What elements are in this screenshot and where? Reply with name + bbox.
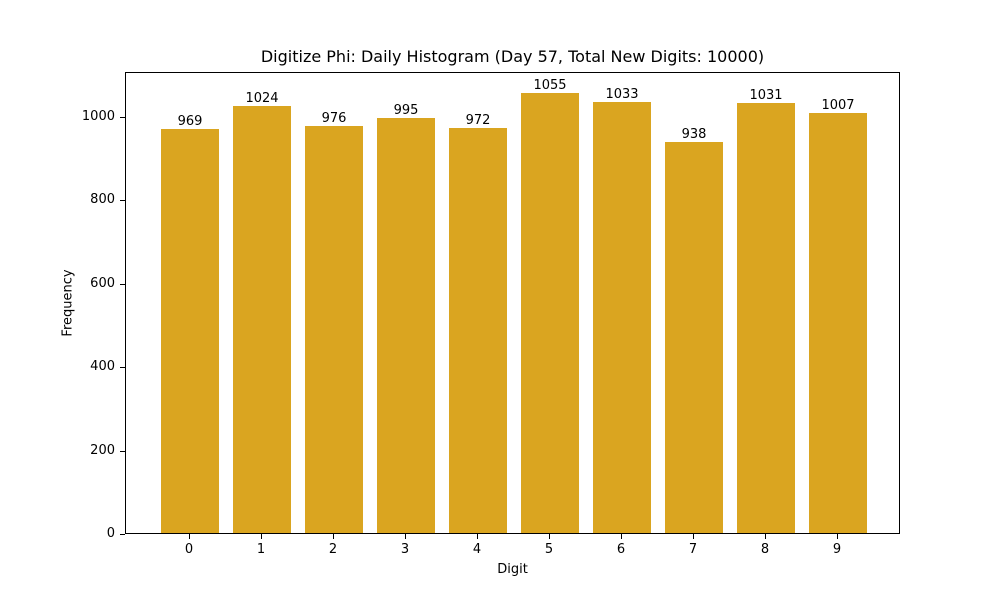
bar-value-label: 976 [294, 111, 374, 126]
y-tick [120, 200, 125, 201]
x-tick [261, 534, 262, 539]
x-tick [621, 534, 622, 539]
x-tick-label: 2 [318, 542, 348, 557]
bar-digit-9 [809, 113, 867, 533]
x-tick [333, 534, 334, 539]
x-tick-label: 3 [390, 542, 420, 557]
chart-title: Digitize Phi: Daily Histogram (Day 57, T… [125, 47, 900, 66]
x-tick-label: 1 [246, 542, 276, 557]
y-tick-label: 0 [55, 526, 115, 541]
bar-value-label: 1024 [222, 91, 302, 106]
y-tick-label: 400 [55, 359, 115, 374]
bar-digit-0 [161, 129, 219, 533]
x-tick [765, 534, 766, 539]
y-tick [120, 284, 125, 285]
bar-digit-2 [305, 126, 363, 533]
x-tick-label: 5 [534, 542, 564, 557]
bar-digit-3 [377, 118, 435, 533]
x-tick [405, 534, 406, 539]
x-tick-label: 7 [678, 542, 708, 557]
bar-digit-4 [449, 128, 507, 533]
bar-value-label: 1055 [510, 78, 590, 93]
y-tick-label: 200 [55, 443, 115, 458]
y-tick-label: 600 [55, 276, 115, 291]
y-tick [120, 534, 125, 535]
y-tick-label: 1000 [55, 109, 115, 124]
x-tick-label: 8 [750, 542, 780, 557]
y-tick [120, 451, 125, 452]
x-tick-label: 9 [822, 542, 852, 557]
bar-value-label: 938 [654, 127, 734, 142]
bar-value-label: 969 [150, 114, 230, 129]
x-tick [549, 534, 550, 539]
x-tick-label: 4 [462, 542, 492, 557]
bar-value-label: 1031 [726, 88, 806, 103]
bar-digit-6 [593, 102, 651, 533]
bar-digit-5 [521, 93, 579, 533]
bar-value-label: 972 [438, 113, 518, 128]
y-tick [120, 367, 125, 368]
y-tick [120, 117, 125, 118]
x-tick-label: 6 [606, 542, 636, 557]
bar-digit-7 [665, 142, 723, 533]
bar-value-label: 995 [366, 103, 446, 118]
x-tick [837, 534, 838, 539]
bar-digit-8 [737, 103, 795, 533]
x-axis-label: Digit [125, 562, 900, 577]
y-tick-label: 800 [55, 192, 115, 207]
x-tick [189, 534, 190, 539]
bar-value-label: 1033 [582, 87, 662, 102]
plot-area: 969 1024 976995972 10551033 938 10311007 [125, 72, 900, 534]
x-tick [477, 534, 478, 539]
x-tick [693, 534, 694, 539]
x-tick-label: 0 [174, 542, 204, 557]
bar-digit-1 [233, 106, 291, 533]
bar-value-label: 1007 [798, 98, 878, 113]
